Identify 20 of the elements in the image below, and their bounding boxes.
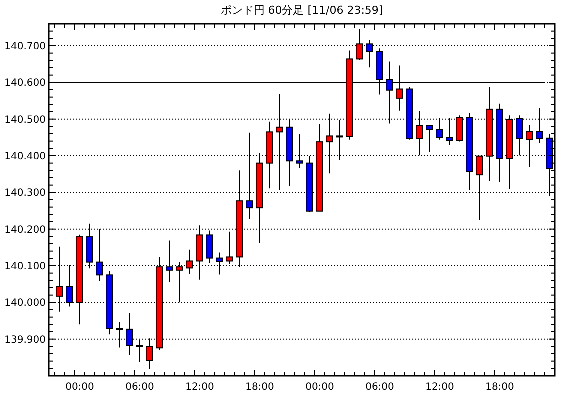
y-tick-label: 140.100: [4, 262, 46, 272]
y-tick-label: 139.900: [4, 334, 46, 346]
x-tick-label: 18:00: [246, 382, 274, 393]
y-tick-label: 140.400: [4, 152, 46, 162]
chart-title: ポンド円 60分足 [11/06 23:59]: [220, 4, 384, 17]
y-tick-label: 140.300: [4, 188, 46, 200]
x-tick-label: 00:00: [306, 382, 334, 393]
candlestick: [426, 125, 434, 152]
y-tick-label: 140.000: [4, 298, 46, 310]
x-tick-label: 06:00: [366, 382, 394, 393]
y-tick-label: 140.200: [4, 224, 46, 236]
x-tick-label: 12:00: [186, 382, 214, 393]
y-tick-label: 140.500: [4, 114, 46, 126]
x-tick-label: 12:00: [426, 382, 454, 393]
y-tick-label: 140.600: [4, 78, 46, 90]
x-tick-label: 06:00: [126, 382, 154, 393]
x-tick-label: 00:00: [66, 382, 94, 393]
candlestick: [206, 230, 214, 264]
x-tick-label: 18:00: [486, 382, 514, 393]
y-tick-label: 140.700: [4, 42, 46, 52]
